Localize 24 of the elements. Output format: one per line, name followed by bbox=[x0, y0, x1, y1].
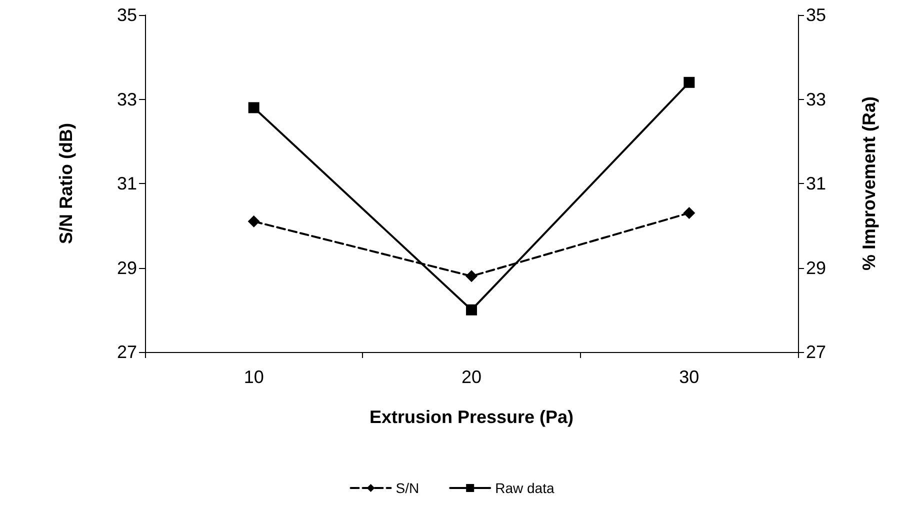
point bbox=[684, 76, 695, 88]
y2-tick-label: 31 bbox=[806, 174, 826, 194]
y-tick-label: 31 bbox=[116, 174, 137, 194]
legend-label: S/N bbox=[396, 480, 420, 496]
point bbox=[248, 215, 260, 228]
x-tick-label: 30 bbox=[679, 367, 700, 387]
y2-axis-title: % Improvement (Ra) bbox=[859, 96, 879, 271]
y-tick-label: 35 bbox=[116, 5, 137, 25]
x-tick-label: 20 bbox=[461, 367, 482, 387]
point bbox=[248, 102, 260, 114]
y-axis-title: S/N Ratio (dB) bbox=[56, 123, 76, 244]
y2-tick-label: 27 bbox=[806, 342, 826, 362]
point bbox=[683, 206, 696, 219]
x-axis-title: Extrusion Pressure (Pa) bbox=[369, 407, 574, 427]
point bbox=[466, 270, 478, 282]
x-tick-label: 10 bbox=[244, 367, 264, 387]
y2-tick-label: 29 bbox=[806, 258, 826, 278]
legend-label: Raw data bbox=[495, 480, 554, 496]
y2-tick-label: 35 bbox=[806, 5, 826, 25]
y-tick-label: 33 bbox=[116, 89, 137, 110]
y-tick-label: 27 bbox=[116, 342, 137, 362]
point bbox=[466, 304, 477, 316]
y2-tick-label: 33 bbox=[806, 89, 826, 110]
y-tick-label: 29 bbox=[116, 258, 137, 278]
